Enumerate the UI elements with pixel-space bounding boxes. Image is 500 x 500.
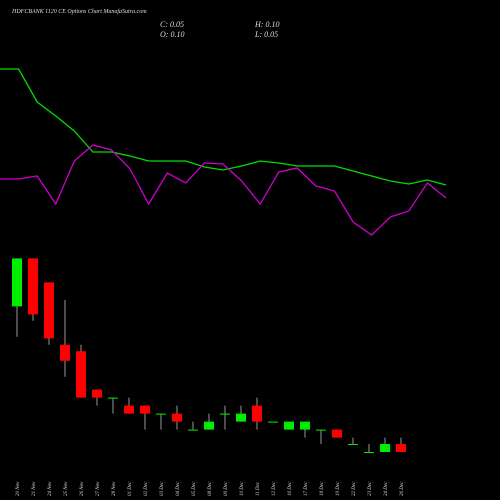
x-tick-label: 22 Dec (352, 481, 357, 496)
candle-body (92, 389, 102, 398)
candle-body (156, 413, 166, 415)
x-tick-label: 25 Nov (64, 481, 69, 496)
candle-body (12, 258, 22, 307)
x-tick-label: 26 Dec (400, 481, 405, 496)
x-tick-label: 26 Nov (80, 481, 85, 496)
candle-body (140, 405, 150, 414)
candle-body (316, 429, 326, 431)
candle-body (172, 413, 182, 422)
x-tick-label: 21 Nov (32, 481, 37, 496)
x-tick-label: 19 Dec (336, 481, 341, 496)
header-high: H: 0.10 (254, 20, 279, 29)
x-tick-label: 24 Nov (48, 481, 53, 496)
candle-body (60, 344, 70, 361)
candle-body (284, 421, 294, 430)
x-tick-label: 24 Dec (384, 481, 389, 496)
x-tick-label: 05 Dec (192, 481, 197, 496)
x-tick-label: 01 Dec (128, 481, 133, 496)
x-tick-label: 12 Dec (272, 481, 277, 496)
indicator-line (0, 68, 447, 186)
candle-body (188, 429, 198, 431)
candle-body (44, 282, 54, 339)
header-close: C: 0.05 (160, 20, 184, 29)
x-tick-label: 09 Dec (224, 481, 229, 496)
candle-body (76, 351, 86, 398)
x-tick-label: 28 Nov (112, 481, 117, 496)
x-tick-label: 20 Nov (16, 481, 21, 496)
x-tick-label: 18 Dec (320, 481, 325, 496)
indicator-line (0, 144, 447, 236)
candle-body (252, 405, 262, 422)
x-tick-label: 27 Nov (96, 481, 101, 496)
candle-body (396, 444, 406, 452)
candle-body (348, 444, 358, 445)
x-tick-label: 16 Dec (288, 481, 293, 496)
candle-body (204, 421, 214, 430)
candle-body (220, 413, 230, 415)
x-tick-label: 10 Dec (240, 481, 245, 496)
candle-body (124, 405, 134, 414)
x-tick-label: 04 Dec (176, 481, 181, 496)
header-open: O: 0.10 (160, 30, 184, 39)
x-tick-label: 11 Dec (256, 481, 261, 496)
candle-body (108, 397, 118, 399)
header-low: L: 0.05 (254, 30, 278, 39)
candle-body (28, 258, 38, 315)
x-tick-label: 03 Dec (160, 481, 165, 496)
candle-body (236, 413, 246, 422)
x-tick-label: 02 Dec (144, 481, 149, 496)
candle-body (364, 452, 374, 453)
x-tick-label: 08 Dec (208, 481, 213, 496)
x-tick-label: 23 Dec (368, 481, 373, 496)
candle-body (300, 421, 310, 430)
candle-body (380, 444, 390, 452)
chart-title: HDFCBANK 1120 CE Options Chart MunafaSut… (11, 8, 147, 15)
candle-body (268, 421, 278, 423)
candle-body (332, 429, 342, 438)
x-tick-label: 17 Dec (304, 481, 309, 496)
